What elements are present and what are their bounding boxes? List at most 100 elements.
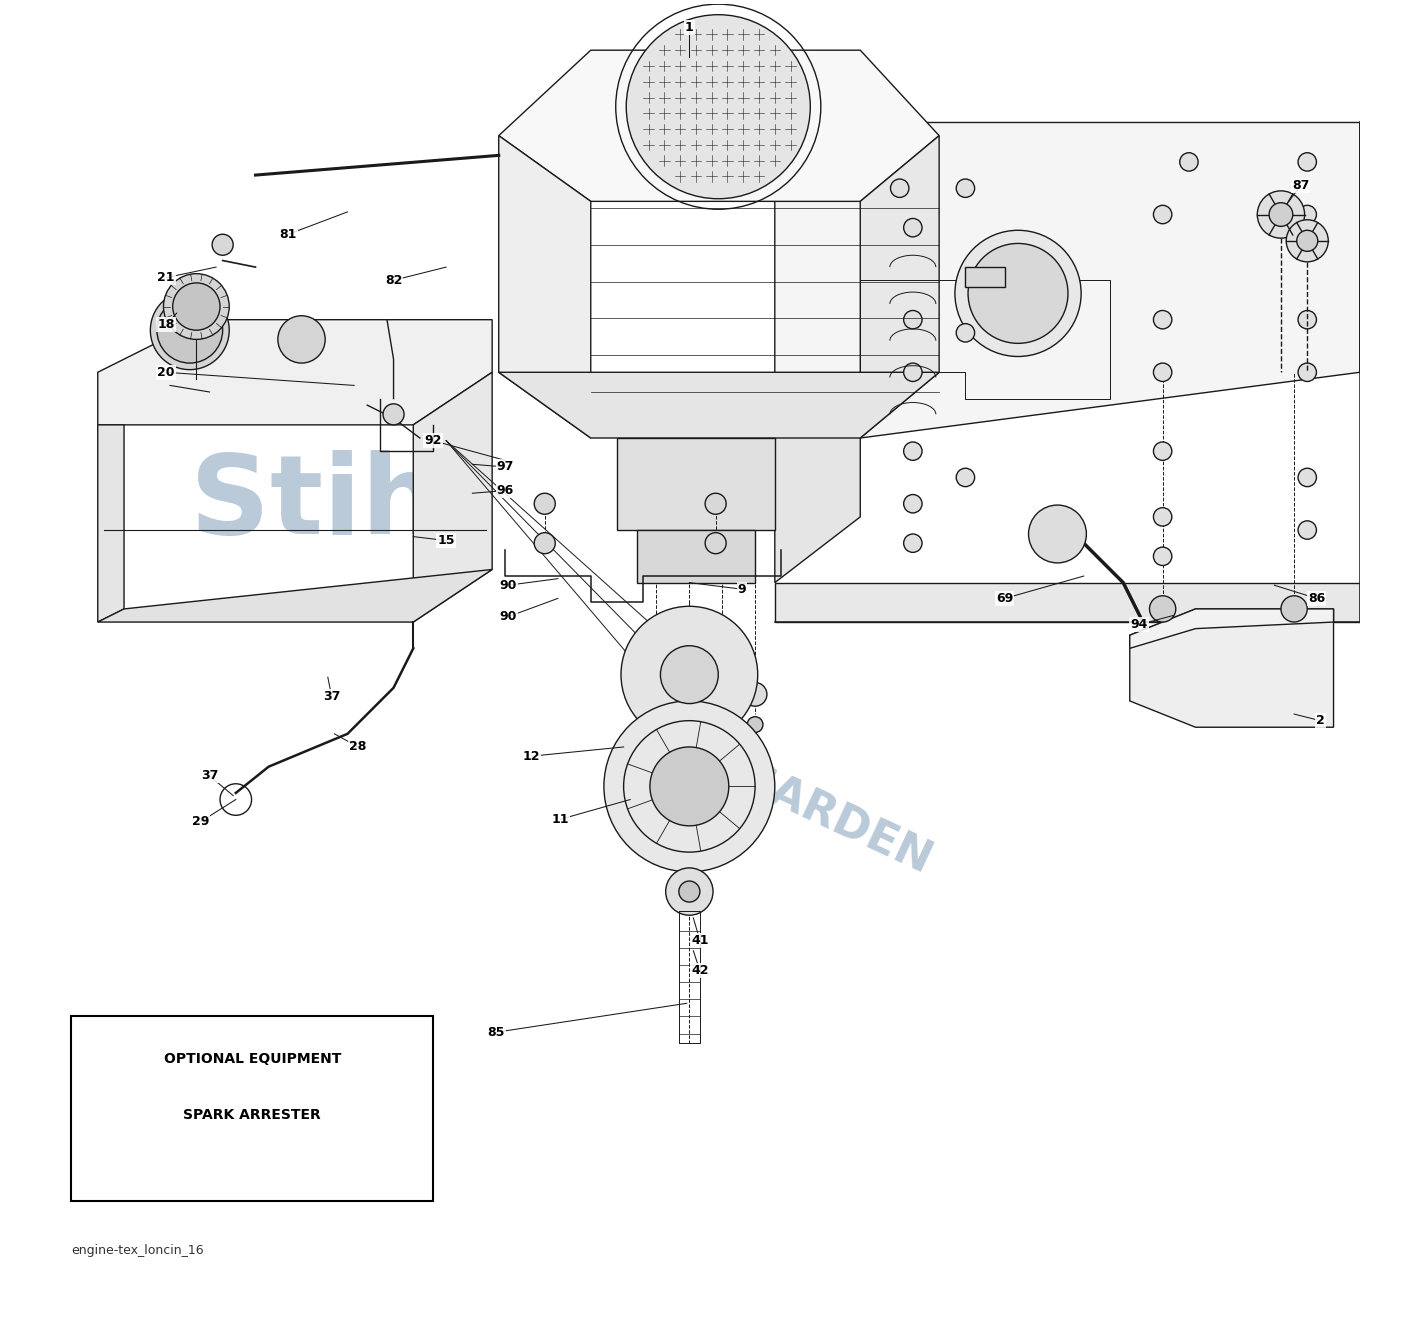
Circle shape (1257, 191, 1305, 238)
Circle shape (714, 717, 731, 733)
Text: 12: 12 (523, 750, 541, 762)
Polygon shape (98, 425, 124, 622)
Circle shape (903, 363, 922, 381)
Circle shape (903, 534, 922, 553)
Circle shape (957, 324, 975, 343)
Circle shape (743, 683, 767, 706)
Circle shape (705, 533, 726, 554)
Circle shape (604, 701, 774, 872)
Circle shape (150, 291, 229, 369)
Text: 37: 37 (323, 691, 340, 704)
Text: 94: 94 (1130, 618, 1148, 631)
Text: 11: 11 (552, 812, 569, 826)
Polygon shape (965, 267, 1005, 287)
Circle shape (212, 234, 233, 255)
Text: GARDEN: GARDEN (729, 755, 939, 884)
Circle shape (957, 179, 975, 197)
Circle shape (1269, 202, 1293, 226)
Text: 86: 86 (1308, 591, 1325, 605)
Circle shape (660, 646, 718, 704)
Circle shape (1154, 311, 1172, 329)
Text: 2: 2 (1316, 714, 1325, 728)
Text: 69: 69 (996, 591, 1013, 605)
Circle shape (534, 493, 555, 515)
Circle shape (1298, 521, 1316, 540)
Polygon shape (499, 372, 939, 438)
Circle shape (1154, 508, 1172, 527)
Circle shape (1286, 220, 1328, 262)
Circle shape (645, 683, 669, 706)
Circle shape (278, 316, 325, 363)
Text: 1: 1 (686, 21, 694, 34)
Text: 37: 37 (201, 770, 218, 782)
Text: Stihl: Stihl (190, 450, 479, 557)
Circle shape (1154, 363, 1172, 381)
Circle shape (711, 683, 733, 706)
Polygon shape (617, 438, 774, 531)
Circle shape (903, 442, 922, 460)
Polygon shape (860, 136, 939, 438)
Circle shape (1180, 152, 1198, 171)
Text: 42: 42 (691, 964, 708, 976)
Circle shape (1154, 442, 1172, 460)
Text: OPTIONAL EQUIPMENT: OPTIONAL EQUIPMENT (163, 1052, 341, 1065)
Text: 97: 97 (496, 460, 514, 474)
Circle shape (627, 15, 811, 198)
Text: 18: 18 (157, 319, 174, 332)
Circle shape (903, 218, 922, 237)
Polygon shape (98, 320, 492, 425)
Circle shape (1298, 311, 1316, 329)
Circle shape (903, 495, 922, 513)
Polygon shape (1130, 609, 1333, 728)
Circle shape (1281, 595, 1307, 622)
Polygon shape (774, 372, 860, 582)
Circle shape (1298, 468, 1316, 487)
Polygon shape (413, 372, 492, 622)
Text: SPARK ARRESTER: SPARK ARRESTER (183, 1109, 322, 1122)
Text: 15: 15 (437, 534, 455, 546)
Circle shape (1298, 363, 1316, 381)
Text: 81: 81 (280, 228, 296, 241)
Polygon shape (1130, 609, 1333, 648)
Polygon shape (774, 582, 1360, 622)
Polygon shape (636, 531, 754, 582)
Text: 87: 87 (1293, 179, 1309, 192)
Text: 9: 9 (738, 582, 746, 595)
Polygon shape (774, 123, 1360, 438)
Circle shape (705, 493, 726, 515)
Circle shape (1028, 505, 1086, 562)
Circle shape (173, 283, 221, 331)
Text: 20: 20 (157, 365, 174, 378)
Polygon shape (98, 569, 492, 622)
Circle shape (677, 683, 701, 706)
Circle shape (534, 533, 555, 554)
Circle shape (747, 717, 763, 733)
Circle shape (1298, 152, 1316, 171)
Text: 90: 90 (499, 578, 517, 591)
Text: 90: 90 (499, 610, 517, 623)
Text: 28: 28 (350, 741, 367, 754)
Circle shape (955, 230, 1080, 356)
Circle shape (1154, 205, 1172, 224)
Circle shape (1297, 230, 1318, 251)
Text: engine-tex_loncin_16: engine-tex_loncin_16 (72, 1244, 204, 1257)
Text: 21: 21 (157, 271, 174, 284)
Text: 92: 92 (424, 434, 441, 447)
Circle shape (957, 468, 975, 487)
Circle shape (968, 243, 1068, 344)
Circle shape (651, 747, 729, 826)
Polygon shape (499, 50, 939, 201)
Text: 82: 82 (385, 274, 402, 287)
Circle shape (649, 717, 665, 733)
Circle shape (903, 311, 922, 329)
Bar (72, 1016, 433, 1200)
Circle shape (384, 404, 405, 425)
Circle shape (681, 717, 697, 733)
Text: 96: 96 (497, 484, 514, 497)
Circle shape (666, 868, 712, 916)
Text: 29: 29 (191, 815, 209, 828)
Circle shape (163, 274, 229, 340)
Circle shape (1149, 595, 1176, 622)
Polygon shape (499, 136, 590, 438)
Circle shape (679, 881, 700, 902)
